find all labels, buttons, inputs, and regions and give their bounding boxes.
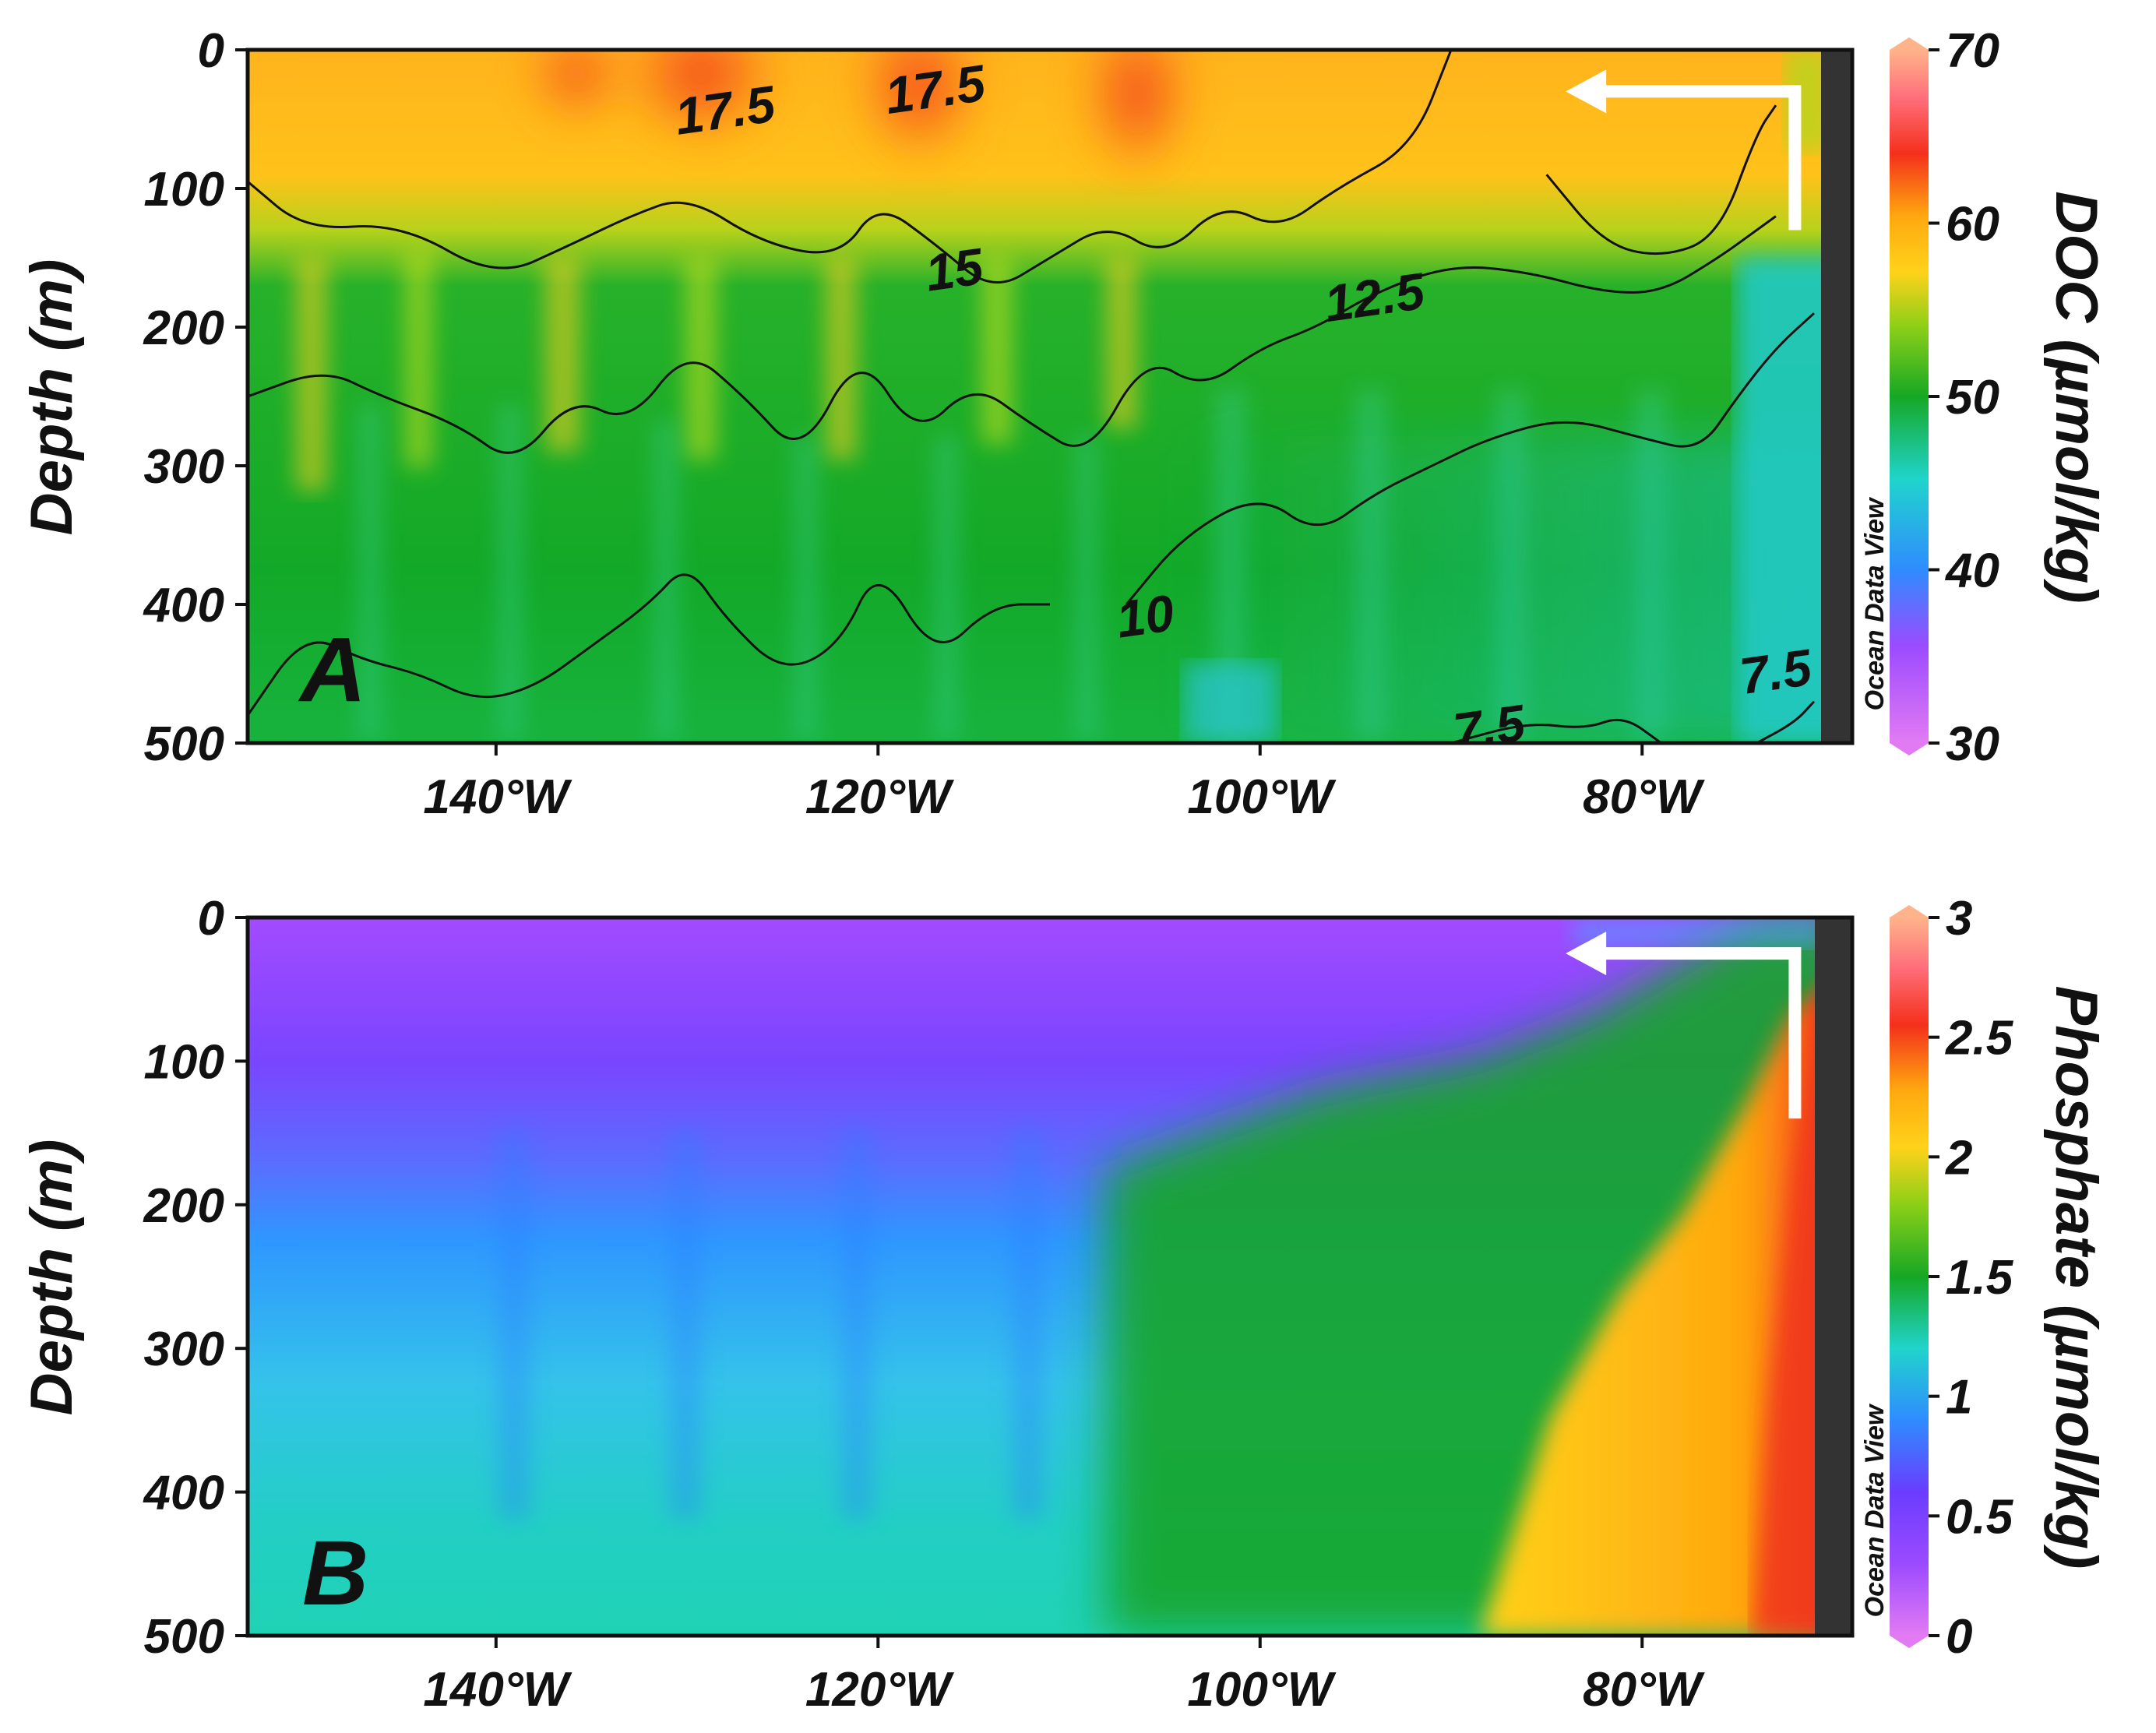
contour-10 bbox=[248, 573, 1050, 717]
flow-arrow-head bbox=[1566, 932, 1607, 976]
phosphate-field bbox=[248, 918, 1852, 1636]
plot-frame-b bbox=[245, 915, 1855, 1638]
colorbar-tick-label: 60 bbox=[1946, 198, 1999, 252]
colorbar-ticks-b: 0 0.5 1 1.5 2 2.5 3 bbox=[1929, 892, 2014, 1664]
contour-label: 7.5 bbox=[1450, 693, 1529, 760]
y-axis-ticks-a: 0 100 200 300 400 500 bbox=[143, 24, 246, 771]
y-tick-label: 100 bbox=[144, 1035, 224, 1089]
doc-contour-labels: 17.5 17.5 15 12.5 10 7.5 7.5 bbox=[671, 54, 1816, 760]
colorbar-tick-label: 1.5 bbox=[1946, 1251, 2014, 1305]
contour-label: 10 bbox=[1113, 583, 1178, 649]
colorbar-label-b: Phosphate (µmol/kg) bbox=[2043, 986, 2109, 1569]
flow-arrow-b bbox=[1566, 932, 1802, 1119]
y-axis-label-a: Depth (m) bbox=[19, 259, 85, 536]
contour-7.5 bbox=[1450, 718, 1662, 743]
colorbar-tick-label: 0.5 bbox=[1946, 1490, 2014, 1544]
colorbar-a-top-cap bbox=[1890, 37, 1929, 50]
colorbar-tick-label: 2 bbox=[1945, 1131, 1972, 1185]
colorbar-b-bottom-cap bbox=[1890, 1636, 1929, 1648]
contour-label: 7.5 bbox=[1736, 638, 1816, 705]
colorbar-ticks-a: 30 40 50 60 70 bbox=[1929, 24, 1999, 771]
y-tick-label: 0 bbox=[198, 892, 224, 946]
contour-15 bbox=[248, 50, 1453, 284]
y-axis-label-b: Depth (m) bbox=[19, 1139, 85, 1416]
colorbar-tick-label: 50 bbox=[1946, 371, 1999, 424]
y-tick-label: 0 bbox=[198, 24, 224, 78]
panel-b-phosphate: B 0 100 200 300 400 500 140°W 120°W 100°W 80°W D… bbox=[19, 892, 2109, 1717]
contour-label: 15 bbox=[921, 237, 987, 302]
colorbar-tick-label: 2.5 bbox=[1945, 1012, 2014, 1066]
plot-frame-a bbox=[245, 48, 1855, 745]
colorbar-a-bottom-cap bbox=[1890, 743, 1929, 756]
flow-arrow-head bbox=[1566, 69, 1607, 114]
x-axis-ticks-a: 140°W 120°W 100°W 80°W bbox=[423, 745, 1705, 824]
y-axis-ticks-b: 0 100 200 300 400 500 bbox=[143, 892, 246, 1664]
land-mask-b bbox=[1815, 918, 1852, 1636]
x-tick-label: 100°W bbox=[1187, 770, 1336, 824]
contour-12.5 bbox=[248, 215, 1777, 454]
x-tick-label: 120°W bbox=[805, 770, 954, 824]
y-tick-label: 400 bbox=[143, 1467, 224, 1520]
x-tick-label: 100°W bbox=[1187, 1663, 1336, 1717]
y-tick-label: 400 bbox=[143, 579, 224, 632]
odv-tag-a: Ocean Data View bbox=[1860, 496, 1890, 710]
flow-arrow-a bbox=[1566, 69, 1802, 231]
y-tick-label: 200 bbox=[143, 301, 224, 355]
flow-arrow-shaft bbox=[1597, 947, 1802, 1119]
y-tick-label: 300 bbox=[144, 1323, 224, 1376]
x-tick-label: 80°W bbox=[1583, 770, 1705, 824]
colorbar-label-a: DOC (µmol/kg) bbox=[2043, 191, 2109, 603]
odv-tag-b: Ocean Data View bbox=[1860, 1403, 1890, 1617]
doc-contour-lines bbox=[248, 50, 1816, 743]
y-tick-label: 500 bbox=[144, 1610, 224, 1664]
x-tick-label: 80°W bbox=[1583, 1663, 1705, 1717]
contour-15 bbox=[1545, 104, 1777, 255]
contour-label: 17.5 bbox=[882, 54, 990, 125]
flow-arrow-shaft bbox=[1597, 85, 1802, 231]
panel-label-b: B bbox=[302, 1522, 368, 1625]
x-tick-label: 140°W bbox=[423, 770, 572, 824]
land-mask-a bbox=[1821, 50, 1852, 743]
y-tick-label: 500 bbox=[144, 717, 224, 771]
x-axis-ticks-b: 140°W 120°W 100°W 80°W bbox=[423, 1637, 1705, 1717]
colorbar-tick-label: 30 bbox=[1946, 717, 1999, 771]
contour-label: 12.5 bbox=[1321, 262, 1429, 333]
panel-label-a: A bbox=[298, 618, 366, 721]
contour-10 bbox=[1125, 312, 1815, 605]
y-tick-label: 100 bbox=[144, 163, 224, 217]
panel-a-doc: 17.5 17.5 15 12.5 10 7.5 7.5 A 0 100 200 300 400 50… bbox=[19, 24, 2109, 824]
contour-label: 17.5 bbox=[671, 74, 780, 145]
colorbar-tick-label: 3 bbox=[1946, 892, 1972, 946]
colorbar-tick-label: 1 bbox=[1946, 1371, 1972, 1425]
colorbar-tick-label: 40 bbox=[1944, 544, 1999, 598]
y-tick-label: 200 bbox=[143, 1179, 224, 1233]
colorbar-b bbox=[1890, 918, 1929, 1636]
colorbar-a bbox=[1890, 50, 1929, 743]
doc-field: 17.5 17.5 15 12.5 10 7.5 7.5 bbox=[248, 50, 1852, 760]
colorbar-tick-label: 70 bbox=[1946, 24, 1999, 78]
colorbar-b-top-cap bbox=[1890, 905, 1929, 918]
x-tick-label: 120°W bbox=[805, 1663, 954, 1717]
y-tick-label: 300 bbox=[144, 440, 224, 494]
colorbar-tick-label: 0 bbox=[1946, 1610, 1972, 1664]
x-tick-label: 140°W bbox=[423, 1663, 572, 1717]
